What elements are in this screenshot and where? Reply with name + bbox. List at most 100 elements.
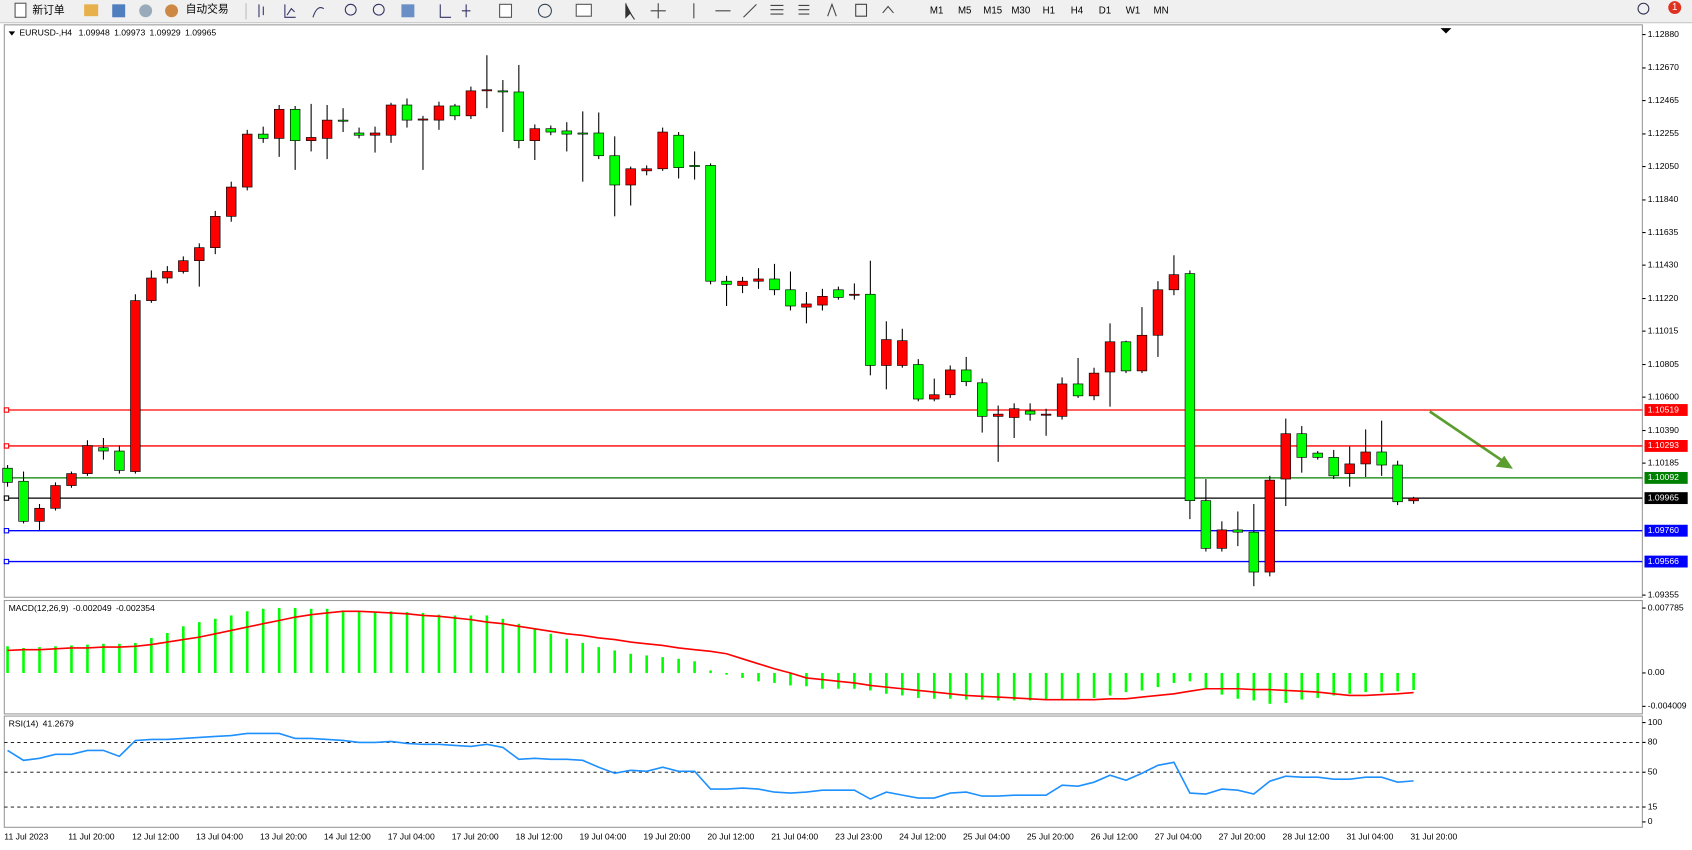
- macd-bar: [885, 672, 888, 694]
- candle-body: [1136, 334, 1148, 372]
- x-tick-label: 31 Jul 04:00: [1346, 831, 1393, 841]
- macd-bar: [1092, 672, 1096, 698]
- timeframe-button[interactable]: MN: [1154, 5, 1169, 16]
- draw-tools[interactable]: [827, 2, 894, 17]
- toolbar-icon[interactable]: [112, 4, 126, 18]
- macd-bar: [565, 638, 569, 673]
- timeframe-button[interactable]: D1: [1099, 5, 1111, 16]
- notification-badge[interactable]: [1668, 1, 1682, 15]
- macd-bar: [134, 642, 137, 673]
- notification-count[interactable]: 1: [1672, 2, 1677, 13]
- candle-body: [385, 104, 397, 136]
- macd-bar: [805, 672, 808, 687]
- new-order-button[interactable]: 新订单: [32, 4, 65, 17]
- macd-bar: [1204, 672, 1208, 689]
- macd-bar: [325, 608, 329, 673]
- candle-body: [449, 105, 461, 117]
- timeframe-button[interactable]: W1: [1126, 5, 1141, 16]
- macd-bar: [757, 672, 760, 682]
- y-tick-label: 100: [1648, 717, 1663, 727]
- y-tick-label: 1.10185: [1648, 457, 1679, 467]
- trend-arrow: [1429, 410, 1504, 463]
- macd-bar: [293, 607, 297, 673]
- candle-body: [465, 90, 477, 117]
- header-value: EURUSD-,H4: [19, 28, 72, 38]
- y-tick-label: 0.007785: [1648, 602, 1684, 612]
- candle-body: [1152, 289, 1164, 336]
- candle-body: [401, 104, 413, 121]
- rsi-line: [7, 732, 1414, 800]
- search[interactable]: [1637, 2, 1650, 15]
- candle-body: [305, 137, 317, 141]
- toolbar-icon[interactable]: [84, 4, 99, 17]
- macd-bar: [437, 614, 441, 673]
- y-tick-label: 1.11220: [1648, 293, 1679, 303]
- scroll-icons[interactable]: [439, 4, 471, 18]
- y-tick-label: 1.12050: [1648, 161, 1679, 171]
- macd-bar: [853, 672, 856, 689]
- candle-body: [785, 289, 796, 307]
- y-tick-label: 0: [1648, 816, 1653, 826]
- zoom-in[interactable]: [344, 3, 357, 16]
- candle-body: [881, 339, 892, 366]
- zoom-out[interactable]: [372, 3, 385, 16]
- header-value: 1.09948: [79, 28, 110, 38]
- templates[interactable]: [575, 3, 592, 17]
- symbol-menu[interactable]: [8, 31, 16, 36]
- periods[interactable]: [537, 3, 552, 18]
- macd-bar: [1220, 672, 1224, 695]
- candle-body: [737, 280, 748, 286]
- indicators[interactable]: [499, 3, 513, 18]
- y-tick-label: 1.12670: [1648, 62, 1679, 72]
- macd-bar: [38, 647, 41, 673]
- macd-bar: [1076, 672, 1080, 699]
- candle-body: [529, 128, 540, 141]
- timeframe-button[interactable]: M15: [983, 5, 1002, 16]
- timeframe-button[interactable]: M1: [930, 5, 943, 16]
- candle-body: [1280, 433, 1291, 480]
- draw-tools[interactable]: [650, 3, 810, 19]
- chart-type-icons[interactable]: [258, 4, 325, 18]
- candle-body: [226, 186, 237, 217]
- timeframe-button[interactable]: M30: [1011, 5, 1030, 16]
- candle-body: [1344, 463, 1355, 474]
- macd-bar: [725, 672, 728, 675]
- toolbar-icon[interactable]: [139, 4, 153, 18]
- macd-bar: [1364, 672, 1367, 693]
- new-order-icon[interactable]: [14, 2, 27, 18]
- x-tick-label: 14 Jul 12:00: [324, 831, 371, 841]
- candle-body: [625, 168, 636, 186]
- macd-bar: [54, 646, 57, 673]
- macd-bar: [533, 628, 537, 673]
- level-label-box: [1644, 492, 1688, 505]
- candle-body: [1072, 383, 1084, 397]
- candle-body: [98, 447, 109, 452]
- candle-body: [18, 480, 29, 522]
- candle-body: [769, 278, 780, 291]
- timeframe-button[interactable]: M5: [958, 5, 971, 16]
- macd-bar: [150, 637, 153, 673]
- cursor-tool[interactable]: [625, 3, 635, 20]
- macd-bar: [485, 615, 489, 673]
- candle-body: [162, 271, 173, 279]
- candle-body: [1200, 500, 1212, 549]
- candle-body: [242, 133, 253, 188]
- header-value: 1.09973: [114, 28, 145, 38]
- x-tick-label: 21 Jul 04:00: [771, 831, 818, 841]
- level-handle: [3, 495, 10, 501]
- candle-body: [657, 131, 668, 170]
- macd-bar: [1028, 672, 1032, 701]
- macd-bar: [1172, 672, 1176, 683]
- timeframe-button[interactable]: H1: [1043, 5, 1055, 16]
- tile-windows[interactable]: [401, 4, 415, 18]
- level-handle: [3, 407, 10, 413]
- autotrade-button[interactable]: 自动交易: [186, 3, 229, 16]
- macd-title: MACD(12,26,9): [9, 603, 69, 613]
- autotrade-icon[interactable]: [165, 4, 179, 18]
- macd-bar: [197, 622, 201, 673]
- candle-body: [849, 293, 860, 296]
- timeframe-button[interactable]: H4: [1071, 5, 1084, 16]
- macd-bar: [1412, 672, 1415, 691]
- candle-body: [641, 168, 652, 172]
- y-tick-label: -0.004009: [1648, 701, 1687, 711]
